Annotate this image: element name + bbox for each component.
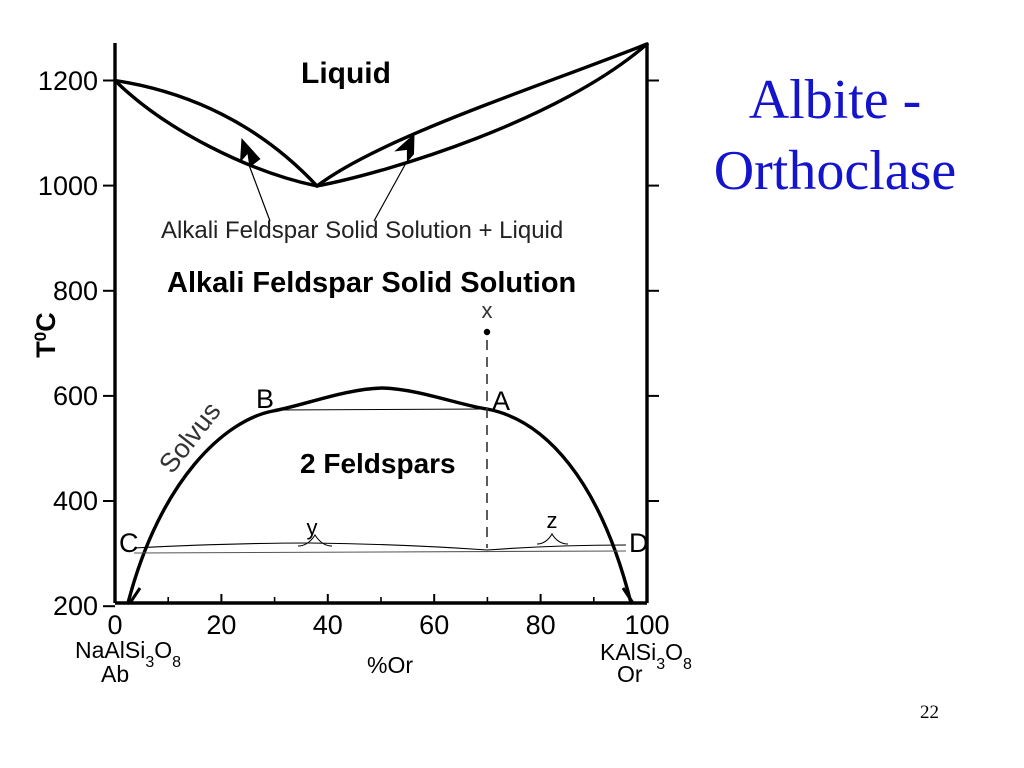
svg-text:200: 200 bbox=[53, 591, 98, 621]
svg-text:%Or: %Or bbox=[367, 652, 413, 678]
svg-text:80: 80 bbox=[526, 610, 556, 640]
svg-text:y: y bbox=[307, 515, 318, 540]
svg-text:Ab: Ab bbox=[101, 661, 129, 687]
svg-text:C: C bbox=[119, 528, 139, 558]
svg-text:60: 60 bbox=[419, 610, 449, 640]
svg-text:2 Feldspars: 2 Feldspars bbox=[300, 448, 456, 479]
svg-text:Alkali Feldspar Solid Solution: Alkali Feldspar Solid Solution + Liquid bbox=[161, 217, 563, 244]
svg-text:x: x bbox=[482, 298, 493, 323]
svg-text:D: D bbox=[629, 528, 649, 558]
svg-text:20: 20 bbox=[206, 610, 236, 640]
svg-text:z: z bbox=[547, 508, 558, 533]
svg-text:800: 800 bbox=[53, 276, 98, 306]
svg-text:Or: Or bbox=[617, 661, 643, 687]
svg-text:Solvus: Solvus bbox=[153, 396, 227, 478]
svg-text:100: 100 bbox=[624, 610, 669, 640]
svg-text:B: B bbox=[256, 384, 274, 414]
svg-text:KAlSi3O8: KAlSi3O8 bbox=[600, 639, 692, 673]
svg-text:Liquid: Liquid bbox=[301, 57, 391, 90]
svg-text:400: 400 bbox=[53, 486, 98, 516]
svg-text:A: A bbox=[492, 386, 510, 416]
svg-text:1200: 1200 bbox=[38, 66, 98, 96]
svg-text:600: 600 bbox=[53, 381, 98, 411]
svg-text:0: 0 bbox=[107, 610, 122, 640]
svg-text:T0C: T0C bbox=[31, 312, 62, 357]
svg-text:Alkali Feldspar Solid Solution: Alkali Feldspar Solid Solution bbox=[167, 267, 576, 299]
svg-text:1000: 1000 bbox=[38, 171, 98, 201]
svg-text:40: 40 bbox=[313, 610, 343, 640]
